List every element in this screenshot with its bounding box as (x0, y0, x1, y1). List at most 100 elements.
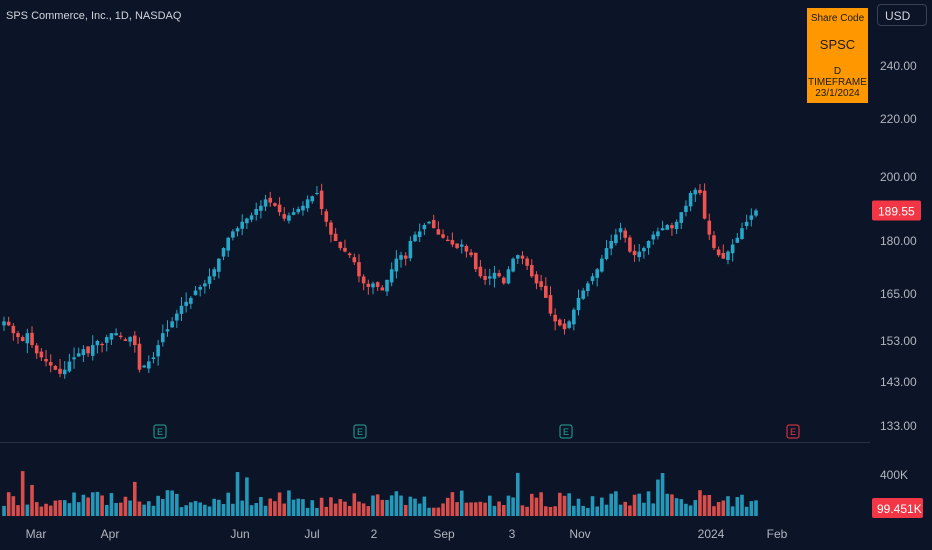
candle-body (660, 228, 665, 231)
volume-bar (394, 491, 399, 516)
candle-body (16, 333, 20, 338)
volume-bar (730, 506, 735, 516)
volume-bar (212, 498, 216, 516)
volume-bar (34, 502, 39, 516)
candle-body (445, 239, 450, 241)
candle-body (259, 205, 263, 211)
candle-body (399, 255, 403, 260)
candle-body (478, 266, 483, 277)
volume-bar (497, 501, 501, 516)
candle-body (161, 333, 165, 343)
candle-body (44, 359, 48, 362)
volume-bar (684, 503, 688, 516)
candle-body (268, 197, 273, 203)
candle-body (34, 345, 39, 354)
candle-body (296, 209, 301, 213)
candle-body (189, 297, 193, 304)
candle-body (100, 343, 104, 346)
candle-body (600, 258, 604, 272)
candle-body (530, 265, 534, 277)
volume-bar (352, 493, 357, 516)
candle-body (726, 251, 730, 260)
candle-body (6, 321, 11, 326)
volume-bar (702, 495, 707, 516)
chart-title: SPS Commerce, Inc., 1D, NASDAQ (6, 10, 182, 22)
y-tick-label: 200.00 (880, 170, 917, 184)
volume-bar (254, 503, 259, 516)
candle-body (562, 323, 567, 330)
candle-body (651, 234, 656, 240)
candle-body (184, 301, 188, 306)
candle-body (380, 287, 385, 291)
volume-bar (72, 492, 76, 516)
candle-body (235, 228, 240, 232)
candle-body (497, 273, 501, 277)
candle-body (749, 215, 754, 220)
candle-body (450, 240, 455, 245)
candle-body (62, 369, 67, 375)
volume-bar (450, 492, 455, 516)
pane-separator (0, 442, 870, 443)
volume-bar (310, 500, 315, 516)
volume-bar (427, 507, 431, 516)
candle-body (361, 276, 366, 284)
volume-bar (109, 493, 114, 516)
candle-body (30, 332, 34, 346)
volume-bar (193, 500, 198, 516)
candle-body (76, 353, 81, 357)
volume-bar (170, 490, 174, 516)
candle-body (20, 337, 25, 341)
candle-body (109, 333, 114, 340)
volume-bar (287, 490, 291, 516)
volume-bar (301, 499, 305, 516)
volume-bar (754, 500, 758, 516)
candle-body (146, 361, 151, 369)
volume-bar (319, 497, 324, 516)
candle-body (455, 243, 459, 249)
candle-body (422, 225, 427, 230)
volume-bar (291, 499, 296, 516)
volume-tag (872, 498, 923, 518)
candle-body (394, 258, 399, 272)
candle-body (118, 335, 123, 338)
candle-body (366, 283, 371, 287)
candle-body (291, 212, 296, 215)
earnings-marker-label: E (357, 427, 363, 437)
volume-bar (53, 500, 58, 516)
volume-bar (375, 494, 380, 516)
volume-bar (525, 506, 529, 516)
volume-bar (539, 492, 543, 516)
x-tick-label: 3 (509, 527, 516, 541)
candle-body (553, 314, 557, 322)
x-tick-label: Mar (26, 527, 47, 541)
candle-body (324, 211, 329, 222)
volume-bar (614, 491, 618, 516)
candle-body (282, 214, 287, 219)
volume-tick-label: 400K (880, 468, 908, 482)
candle-body (142, 365, 146, 368)
x-tick-label: Sep (433, 527, 455, 541)
candle-body (58, 368, 62, 374)
volume-bar (530, 493, 534, 516)
volume-bar (347, 505, 352, 516)
volume-bar (609, 493, 614, 516)
candle-body (595, 269, 599, 278)
volume-bar (76, 502, 81, 516)
volume-bar (515, 472, 520, 516)
volume-bar (413, 498, 417, 516)
volume-bar (338, 499, 343, 516)
volume-bar (651, 503, 656, 516)
candle-body (473, 252, 478, 270)
volume-bar (315, 507, 319, 516)
candle-body (679, 212, 684, 223)
candle-body (221, 248, 226, 257)
candle-body (623, 230, 628, 238)
currency-selector[interactable]: USD (877, 4, 927, 26)
volume-bar (235, 472, 240, 516)
y-tick-label: 240.00 (880, 59, 917, 73)
volume-bar (231, 503, 235, 516)
volume-bar (674, 498, 679, 516)
candle-body (670, 225, 674, 229)
candle-body (436, 229, 441, 235)
